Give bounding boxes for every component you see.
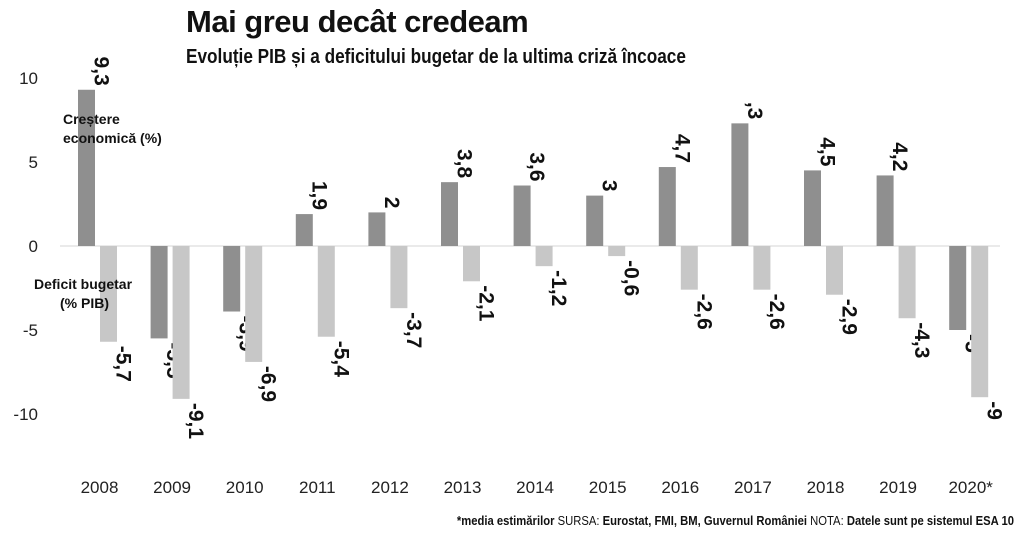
bar-value-label: -9 [983,401,1006,420]
bar-value-label: 2 [380,197,403,209]
bar-value-label: 3,8 [453,149,476,179]
gdp-growth-bar [658,167,676,246]
bar-value-label: -5,7 [112,346,135,382]
y-tick-label: 5 [29,153,38,172]
bar-value-label: -2,1 [475,285,498,322]
legend-deficit-line2: (% PIB) [60,295,109,311]
gdp-growth-bar [441,182,458,246]
x-tick-label: 2011 [299,478,336,497]
footnote-star-note: *media estimărilor [456,514,555,528]
footnote-sources: Eurostat, FMI, BM, Guvernul României [602,514,808,528]
budget-deficit-bar [317,246,335,337]
bar-value-label: 4,7 [670,134,693,163]
bar-value-label: -2,6 [692,294,715,330]
x-tick-label: 2019 [879,478,917,497]
bar-value-label: 3,6 [525,152,548,181]
bar-value-label: -6,9 [257,366,280,402]
x-tick-label: 2020* [948,478,993,497]
footnote-source-label: SURSA: [557,514,600,528]
x-tick-label: 2012 [371,478,409,497]
footnote: *media estimărilor SURSA: Eurostat, FMI,… [457,514,1014,528]
budget-deficit-bar [971,246,989,398]
gdp-growth-bar [150,246,168,339]
page-title: Mai greu decât credeam [186,4,529,39]
bar-value-label: -3,7 [402,312,425,348]
bar-value-label: 1,9 [307,181,330,210]
x-tick-label: 2018 [807,478,845,497]
bar-value-label: 4,2 [888,142,911,171]
bar-value-label: 3 [598,180,621,192]
budget-deficit-bar [680,246,698,290]
gdp-growth-bar [586,195,604,246]
bar-value-label: -4,3 [910,322,933,358]
bar-value-label: -2,9 [838,299,861,335]
legend-gdp-line1: Creștere [63,111,120,127]
y-tick-label: -5 [23,321,38,340]
x-tick-label: 2014 [516,478,554,497]
bar-value-label: -0,6 [620,260,643,296]
budget-deficit-bar [100,246,117,342]
gdp-growth-bar [731,123,749,246]
y-tick-label: -10 [13,405,38,424]
budget-deficit-bar [535,246,553,267]
x-tick-label: 2009 [153,478,191,497]
budget-deficit-bar [898,246,916,319]
y-tick-label: 0 [29,237,38,256]
gdp-growth-bar [368,212,386,246]
bar-value-label: 9,3 [90,57,113,86]
x-tick-label: 2015 [589,478,627,497]
x-tick-label: 2013 [444,478,482,497]
budget-deficit-bar [826,246,843,295]
bar-value-label: -9,1 [184,403,207,440]
budget-deficit-bar [608,246,626,257]
footnote-note: Datele sunt pe sistemul ESA 10 [846,514,1014,528]
legend-deficit-line1: Deficit bugetar [34,276,133,292]
x-tick-label: 2016 [661,478,699,497]
gdp-growth-bar [223,246,241,312]
bar-value-label: -2,6 [765,294,788,330]
gdp-growth-bar [876,175,894,246]
legend-gdp-line2: economică (%) [63,130,162,146]
budget-deficit-bar [172,246,190,399]
page-subtitle: Evoluție PIB și a deficitului bugetar de… [186,46,686,68]
bar-value-label: 4,5 [816,137,839,167]
gdp-growth-bar [949,246,967,330]
bar-value-label: ,3 [743,102,766,120]
gdp-growth-bar [804,170,821,246]
x-tick-label: 2017 [734,478,772,497]
y-tick-label: 10 [19,69,38,88]
x-tick-label: 2008 [81,478,119,497]
bar-value-label: -1,2 [547,270,570,306]
gdp-growth-bar [78,89,95,246]
gdp-growth-bar [295,214,313,246]
budget-deficit-bar [753,246,771,290]
x-tick-label: 2010 [226,478,264,497]
bar-value-label: -5,4 [329,341,352,378]
budget-deficit-bar [245,246,263,362]
budget-deficit-bar [390,246,408,309]
budget-deficit-bar [463,246,480,282]
gdp-growth-bar [513,185,531,246]
footnote-note-label: NOTA: [810,514,844,528]
